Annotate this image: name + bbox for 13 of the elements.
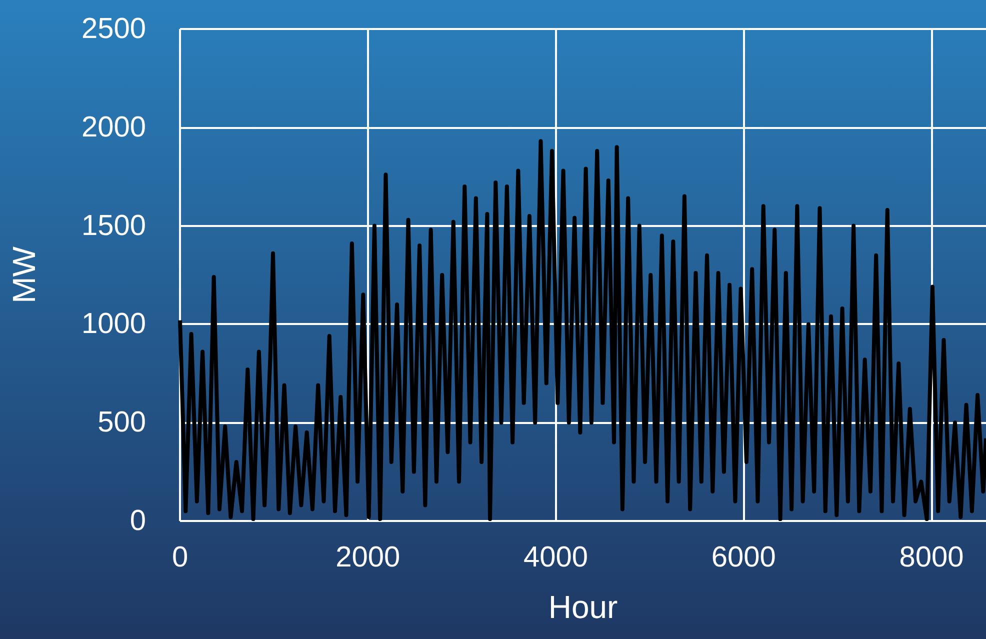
x-tick-label: 6000 (711, 542, 776, 574)
x-tick-label: 0 (172, 542, 188, 574)
y-tick-label: 500 (98, 406, 146, 439)
y-axis-title: MW (6, 246, 42, 304)
y-tick-label: 1500 (81, 210, 146, 242)
x-tick-label: 8000 (899, 542, 964, 574)
y-tick-label: 1000 (81, 308, 146, 340)
x-axis-title: Hour (548, 589, 618, 625)
y-tick-label: 0 (130, 505, 146, 537)
y-tick-label: 2000 (81, 111, 146, 144)
x-tick-label: 2000 (336, 542, 400, 574)
y-tick-label: 2500 (81, 13, 146, 45)
x-tick-label: 4000 (524, 542, 588, 574)
